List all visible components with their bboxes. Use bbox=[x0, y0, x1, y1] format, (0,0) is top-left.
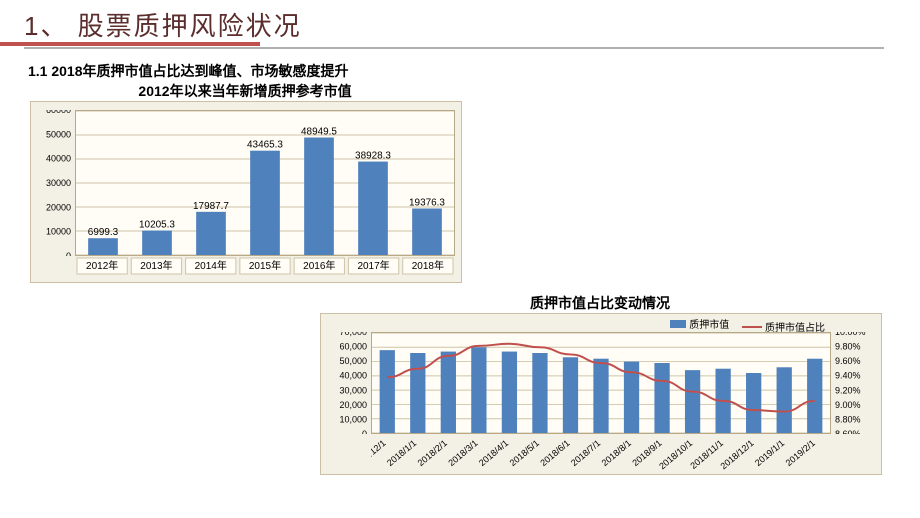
svg-text:2013年: 2013年 bbox=[140, 259, 172, 272]
svg-text:30000: 30000 bbox=[46, 178, 71, 188]
chart2-x-axis: 2017/12/12018/1/12018/2/12018/3/12018/4/… bbox=[371, 434, 831, 474]
svg-text:0: 0 bbox=[66, 251, 71, 256]
svg-text:8.80%: 8.80% bbox=[835, 414, 861, 424]
svg-text:40000: 40000 bbox=[46, 154, 71, 164]
svg-text:2014年: 2014年 bbox=[195, 259, 227, 272]
svg-text:2018/1/1: 2018/1/1 bbox=[385, 438, 418, 468]
svg-text:30,000: 30,000 bbox=[339, 385, 367, 395]
svg-text:2015年: 2015年 bbox=[249, 259, 281, 272]
legend-bar: 质押市值 bbox=[670, 316, 729, 331]
svg-text:2012年: 2012年 bbox=[86, 259, 118, 272]
svg-text:2018/2/1: 2018/2/1 bbox=[416, 438, 449, 468]
svg-text:2018/6/1: 2018/6/1 bbox=[538, 438, 571, 468]
chart2-plot bbox=[371, 332, 831, 434]
svg-text:50000: 50000 bbox=[46, 129, 71, 139]
chart1-container: 2012年以来当年新增质押参考市值 6999.3 10205.3 17987.7 43… bbox=[0, 81, 920, 283]
svg-text:9.00%: 9.00% bbox=[835, 400, 861, 410]
svg-text:2018/12/1: 2018/12/1 bbox=[719, 438, 756, 471]
svg-text:2018年: 2018年 bbox=[412, 259, 444, 272]
svg-text:9.40%: 9.40% bbox=[835, 371, 861, 381]
svg-text:2018/10/1: 2018/10/1 bbox=[657, 438, 694, 471]
svg-text:10.00%: 10.00% bbox=[835, 332, 866, 337]
section-subtitle: 1.1 2018年质押市值占比达到峰值、市场敏感度提升 bbox=[0, 51, 920, 81]
svg-text:19376.3: 19376.3 bbox=[409, 198, 445, 209]
svg-text:2016年: 2016年 bbox=[303, 259, 335, 272]
title-underline bbox=[24, 47, 884, 49]
svg-text:50,000: 50,000 bbox=[339, 356, 367, 366]
svg-text:60,000: 60,000 bbox=[339, 342, 367, 352]
chart1-y-axis: 0 10000 20000 30000 40000 50000 60000 bbox=[31, 110, 75, 256]
chart2-panel: 质押市值 质押市值占比 010,00020,00030,00040,00050,… bbox=[320, 313, 882, 475]
svg-text:8.60%: 8.60% bbox=[835, 429, 861, 434]
svg-text:6999.3: 6999.3 bbox=[88, 227, 119, 238]
chart1-panel: 6999.3 10205.3 17987.7 43465.3 48949.5 38928.… bbox=[30, 101, 462, 283]
chart2-svg bbox=[372, 333, 830, 433]
chart1-plot: 6999.3 10205.3 17987.7 43465.3 48949.5 38928.… bbox=[75, 110, 455, 256]
svg-text:10000: 10000 bbox=[46, 227, 71, 237]
chart2-y1-axis: 0 10,000 20,000 30,000 40,000 50,000 60,000 70,… bbox=[321, 332, 371, 434]
svg-text:48949.5: 48949.5 bbox=[301, 127, 337, 138]
svg-text:38928.3: 38928.3 bbox=[355, 151, 391, 162]
svg-text:2018/4/1: 2018/4/1 bbox=[477, 438, 510, 468]
svg-text:60000: 60000 bbox=[46, 110, 71, 115]
svg-text:20000: 20000 bbox=[46, 202, 71, 212]
svg-text:9.80%: 9.80% bbox=[835, 342, 861, 352]
svg-text:2017年: 2017年 bbox=[357, 259, 389, 272]
chart1-x-axis: 2012年 2013年 2014年 2015年 2016年 2017年 2018年 bbox=[75, 256, 455, 282]
title-accent bbox=[0, 42, 260, 46]
chart2-y2-axis: 8.60% 8.80% 9.00% 9.20% 9.40% 9.60% 9.80% 10.00… bbox=[831, 332, 881, 434]
svg-text:2019/1/1: 2019/1/1 bbox=[753, 438, 786, 468]
svg-text:17987.7: 17987.7 bbox=[193, 201, 229, 212]
svg-text:2018/5/1: 2018/5/1 bbox=[508, 438, 541, 468]
svg-text:70,000: 70,000 bbox=[339, 332, 367, 337]
svg-text:10205.3: 10205.3 bbox=[139, 220, 175, 231]
chart1-title: 2012年以来当年新增质押参考市值 bbox=[30, 81, 460, 101]
svg-text:40,000: 40,000 bbox=[339, 371, 367, 381]
svg-text:2017/12/1: 2017/12/1 bbox=[371, 438, 388, 471]
svg-text:20,000: 20,000 bbox=[339, 400, 367, 410]
svg-text:2019/2/1: 2019/2/1 bbox=[784, 438, 817, 468]
svg-text:10,000: 10,000 bbox=[339, 414, 367, 424]
svg-text:9.20%: 9.20% bbox=[835, 385, 861, 395]
page-title: 1、 股票质押风险状况 bbox=[24, 6, 896, 43]
chart2-title: 质押市值占比变动情况 bbox=[320, 293, 880, 313]
chart1-svg: 6999.3 10205.3 17987.7 43465.3 48949.5 38928.… bbox=[76, 111, 454, 255]
svg-text:2018/8/1: 2018/8/1 bbox=[600, 438, 633, 468]
svg-text:43465.3: 43465.3 bbox=[247, 140, 283, 151]
svg-text:2018/3/1: 2018/3/1 bbox=[446, 438, 479, 468]
svg-text:0: 0 bbox=[362, 429, 367, 434]
page-header: 1、 股票质押风险状况 bbox=[0, 0, 920, 51]
svg-text:2018/7/1: 2018/7/1 bbox=[569, 438, 602, 468]
svg-text:9.60%: 9.60% bbox=[835, 356, 861, 366]
